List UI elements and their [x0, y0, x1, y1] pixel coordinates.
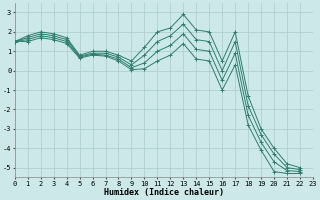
X-axis label: Humidex (Indice chaleur): Humidex (Indice chaleur): [104, 188, 224, 197]
